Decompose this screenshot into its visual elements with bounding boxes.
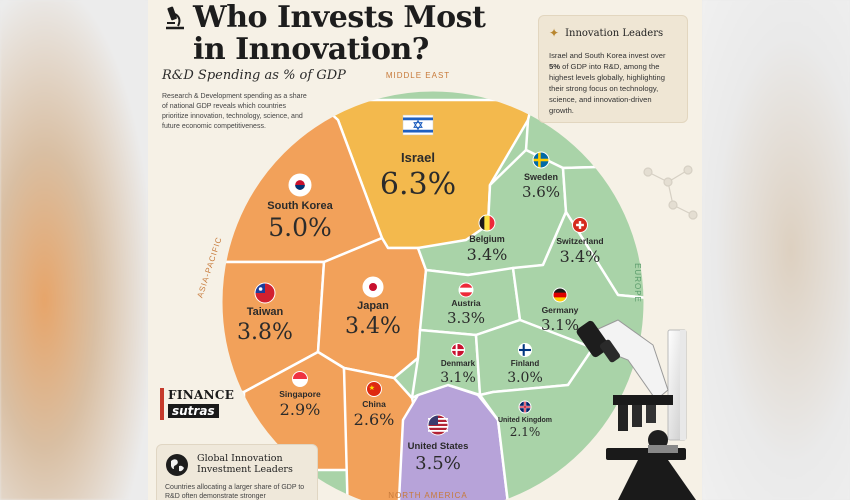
cell-country-switzerland: Switzerland <box>556 236 603 246</box>
israel-flag <box>402 114 434 136</box>
germany-flag <box>552 287 568 303</box>
cell-value-south-korea: 5.0% <box>268 213 332 242</box>
sweden-flag <box>532 151 550 169</box>
china-flag: ★ <box>366 381 382 397</box>
cell-value-austria: 3.3% <box>447 309 485 327</box>
cell-value-belgium: 3.4% <box>467 245 508 264</box>
cell-country-taiwan: Taiwan <box>247 306 284 318</box>
region-label-asia-pacific: ASIA-PACIFIC <box>195 235 223 299</box>
brand-logo: FINANCE sutras <box>160 388 244 420</box>
cell-country-finland: Finland <box>511 359 540 368</box>
cell-value-switzerland: 3.4% <box>560 247 601 266</box>
intro-text: Research & Development spending as a sha… <box>162 93 307 130</box>
footer-heading: Global Innovation Investment Leaders <box>197 453 293 475</box>
cell-country-denmark: Denmark <box>441 359 476 368</box>
region-label-north-america: NORTH AMERICA <box>388 491 468 500</box>
background-blur-right <box>702 0 850 500</box>
voronoi-chart: MIDDLE EAST ASIA-PACIFIC EUROPE NORTH AM… <box>195 71 698 500</box>
svg-text:★: ★ <box>369 384 375 392</box>
singapore-flag <box>292 371 308 387</box>
cell-country-israel: Israel <box>401 150 435 165</box>
cell-country-singapore: Singapore <box>279 389 321 399</box>
usa-flag <box>427 414 449 436</box>
finland-flag <box>518 343 532 357</box>
brand-line2: sutras <box>168 404 219 418</box>
callout-body: Israel and South Korea invest over 5% of… <box>549 51 666 115</box>
cell-country-sweden: Sweden <box>524 172 558 182</box>
region-label-europe: EUROPE <box>633 263 642 303</box>
japan-flag <box>362 276 384 298</box>
innovation-leaders-callout: ✦ Innovation Leaders Israel and South Ko… <box>538 15 688 123</box>
cell-country-united-states: United States <box>408 441 469 452</box>
sparkle-icon: ✦ <box>549 26 560 40</box>
cell-country-belgium: Belgium <box>469 234 505 244</box>
microscope-icon <box>166 6 184 30</box>
switzerland-flag <box>572 217 588 233</box>
uk-flag <box>518 400 532 414</box>
footer-body: Countries allocating a larger share of G… <box>165 484 305 500</box>
brand-line1: FINANCE <box>168 388 235 402</box>
belgium-flag <box>478 214 496 232</box>
cell-value-japan: 3.4% <box>345 314 401 339</box>
cell-value-israel: 6.3% <box>380 167 456 202</box>
cell-value-denmark: 3.1% <box>440 370 476 386</box>
globe-icon <box>166 454 188 476</box>
cell-country-japan: Japan <box>357 300 389 312</box>
cell-value-united-states: 3.5% <box>415 453 461 474</box>
austria-flag <box>458 282 474 298</box>
cell-value-finland: 3.0% <box>507 370 543 386</box>
footer-card: Global Innovation Investment Leaders Cou… <box>156 444 318 500</box>
molecule-decoration <box>643 165 698 220</box>
cell-value-united-kingdom: 2.1% <box>510 425 541 439</box>
taiwan-flag <box>254 282 276 304</box>
cell-value-sweden: 3.6% <box>522 183 560 201</box>
south-korea-flag <box>288 173 312 197</box>
cell-country-germany: Germany <box>542 305 579 315</box>
cell-country-china: China <box>362 399 386 409</box>
background-blur-left <box>0 0 148 500</box>
denmark-flag <box>451 343 465 357</box>
callout-heading: Innovation Leaders <box>565 27 664 39</box>
cell-country-south-korea: South Korea <box>267 200 333 212</box>
cell-country-united-kingdom: United Kingdom <box>498 417 552 424</box>
page-title: Who Invests Most in Innovation? <box>193 0 486 67</box>
infographic-poster: MIDDLE EAST ASIA-PACIFIC EUROPE NORTH AM… <box>148 0 702 500</box>
page-subtitle: R&D Spending as % of GDP <box>162 68 346 83</box>
region-label-middle-east: MIDDLE EAST <box>386 71 450 80</box>
cell-value-germany: 3.1% <box>541 316 579 334</box>
cell-value-taiwan: 3.8% <box>237 320 293 345</box>
microscope-illustration <box>576 319 696 500</box>
cell-value-singapore: 2.9% <box>280 400 321 419</box>
cell-value-china: 2.6% <box>354 410 395 429</box>
cell-country-austria: Austria <box>451 298 481 308</box>
